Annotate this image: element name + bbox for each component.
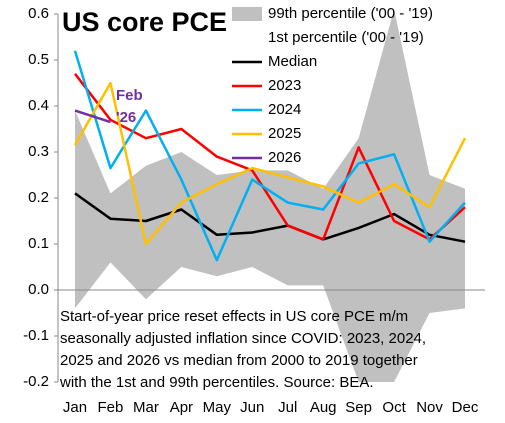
legend-label: 99th percentile ('00 - '19) (268, 5, 433, 22)
caption: 2025 and 2026 vs median from 2000 to 201… (60, 352, 418, 369)
x-tick-label: Oct (382, 399, 406, 416)
annotation: '26 (116, 109, 136, 126)
x-tick-label: Jan (63, 399, 87, 416)
series-line (73, 50, 466, 262)
y-tick-label: 0.5 (28, 51, 49, 68)
x-tick-label: Jul (278, 399, 297, 416)
y-tick-label: -0.1 (23, 327, 49, 344)
x-tick-label: Aug (310, 399, 337, 416)
y-tick-label: 0.3 (28, 143, 49, 160)
caption: seasonally adjusted inflation since COVI… (60, 330, 426, 347)
caption: with the 1st and 99th percentiles. Sourc… (59, 374, 374, 391)
y-tick-label: -0.2 (23, 373, 49, 390)
x-tick-label: Mar (133, 399, 159, 416)
y-tick-label: 0.2 (28, 189, 49, 206)
caption: Start-of-year price reset effects in US … (60, 308, 408, 325)
x-tick-label: Sep (345, 399, 372, 416)
x-tick-label: Apr (170, 399, 193, 416)
series-line (74, 109, 111, 124)
legend-label: 2025 (268, 125, 301, 142)
annotation: Feb (116, 87, 143, 104)
x-tick-label: Nov (416, 399, 443, 416)
legend-label: 2023 (268, 77, 301, 94)
x-tick-label: Dec (452, 399, 479, 416)
y-tick-label: 0.4 (28, 97, 49, 114)
x-tick-label: Jun (240, 399, 264, 416)
y-tick-label: 0.6 (28, 5, 49, 22)
legend-label: 2026 (268, 149, 301, 166)
series-line (74, 73, 466, 241)
series-line (73, 81, 467, 246)
legend-label: 2024 (268, 101, 301, 118)
legend-label: 1st percentile ('00 - '19) (268, 29, 424, 46)
legend-swatch (232, 7, 262, 21)
x-tick-label: Feb (98, 399, 124, 416)
x-tick-label: May (203, 399, 232, 416)
chart-title: US core PCE (62, 7, 227, 37)
legend-label: Median (268, 53, 317, 70)
y-tick-label: 0.1 (28, 235, 49, 252)
y-tick-label: 0.0 (28, 281, 49, 298)
